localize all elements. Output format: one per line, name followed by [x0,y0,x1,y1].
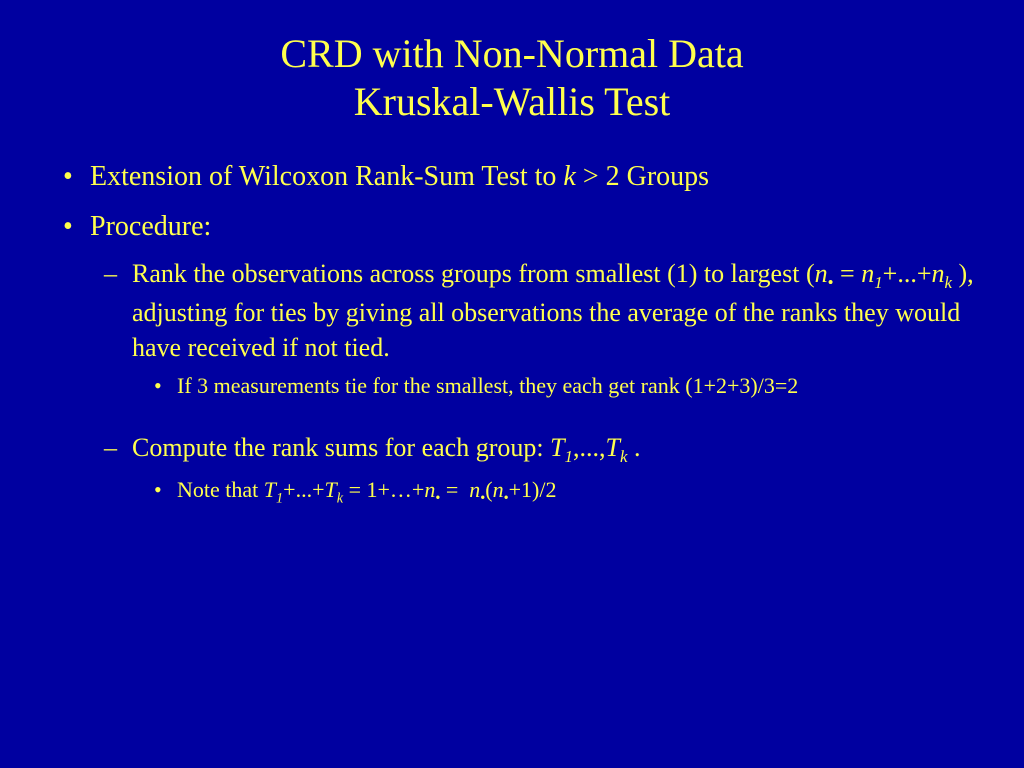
detail-list-2: Note that T1+...+Tk = 1+…+n• = n•(n•+1)/… [132,475,974,508]
sub-bullet-2: Compute the rank sums for each group: T1… [90,430,974,508]
bullet-list: Extension of Wilcoxon Rank-Sum Test to k… [55,156,974,508]
sub-bullet-1: Rank the observations across groups from… [90,256,974,402]
title-line-1: CRD with Non-Normal Data [50,30,974,78]
detail-item-1: If 3 measurements tie for the smallest, … [132,371,974,402]
bullet-item-2: Procedure: Rank the observations across … [55,206,974,508]
slide-title: CRD with Non-Normal Data Kruskal-Wallis … [50,30,974,126]
slide-container: CRD with Non-Normal Data Kruskal-Wallis … [0,0,1024,566]
detail-item-2: Note that T1+...+Tk = 1+…+n• = n•(n•+1)/… [132,475,974,508]
title-line-2: Kruskal-Wallis Test [50,78,974,126]
slide-content: Extension of Wilcoxon Rank-Sum Test to k… [50,156,974,508]
sub-bullet-list: Rank the observations across groups from… [90,256,974,508]
detail-list-1: If 3 measurements tie for the smallest, … [132,371,974,402]
bullet-item-1: Extension of Wilcoxon Rank-Sum Test to k… [55,156,974,198]
